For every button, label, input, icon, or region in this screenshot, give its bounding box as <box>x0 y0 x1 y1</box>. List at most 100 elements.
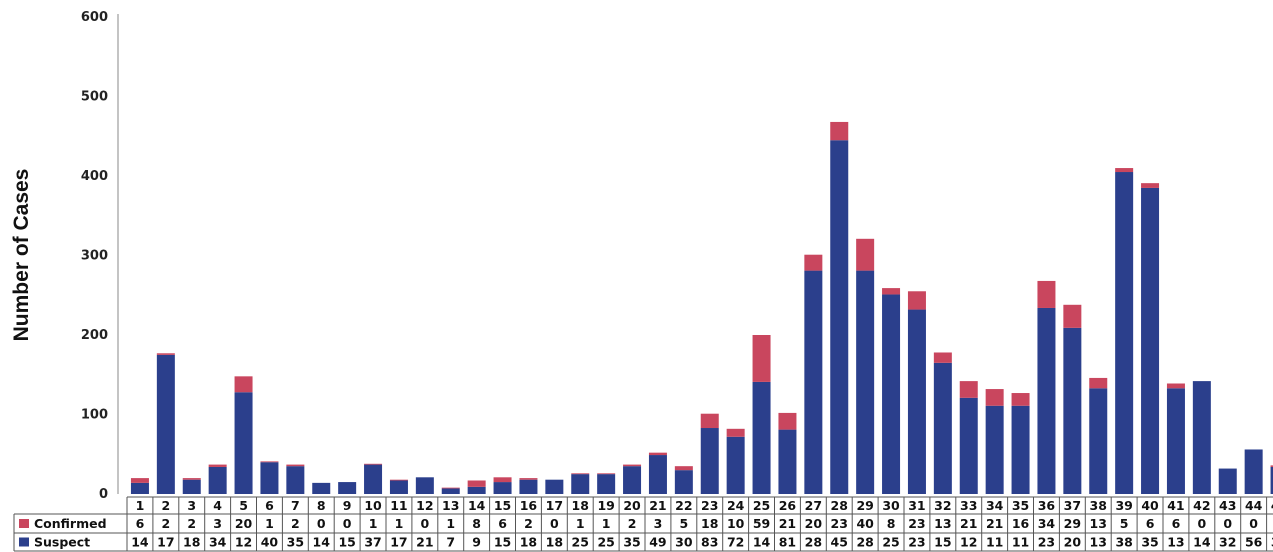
bar-suspect <box>1063 327 1082 494</box>
table-suspect-cell: 34 <box>1271 535 1273 550</box>
table-confirmed-cell: 3 <box>213 516 222 531</box>
table-confirmed-cell: 21 <box>986 516 1003 531</box>
bar-suspect <box>130 482 149 494</box>
table-confirmed-cell: 21 <box>960 516 977 531</box>
bar-suspect <box>441 488 460 494</box>
bar-suspect <box>959 397 978 494</box>
table-header-cell: 17 <box>546 498 563 513</box>
table-confirmed-cell: 1 <box>369 516 378 531</box>
bar-confirmed <box>389 479 408 481</box>
table-suspect-cell: 83 <box>701 535 718 550</box>
bar-confirmed <box>907 291 926 310</box>
table-suspect-cell: 28 <box>856 535 873 550</box>
table-suspect-cell: 14 <box>131 535 149 550</box>
table-suspect-cell: 7 <box>446 535 455 550</box>
table-header-cell: 34 <box>986 498 1004 513</box>
table-header-cell: 44 <box>1245 498 1263 513</box>
table-header-cell: 32 <box>934 498 951 513</box>
bar-suspect <box>700 428 719 494</box>
bar-confirmed <box>1063 304 1082 328</box>
table-suspect-cell: 25 <box>882 535 899 550</box>
table-header-cell: 5 <box>239 498 248 513</box>
bar-suspect <box>234 392 253 494</box>
table-header-cell: 35 <box>1012 498 1029 513</box>
table-confirmed-cell: 6 <box>498 516 507 531</box>
table-suspect-cell: 23 <box>1038 535 1055 550</box>
table-suspect-cell: 11 <box>1012 535 1029 550</box>
table-header-cell: 19 <box>597 498 614 513</box>
table-header-cell: 37 <box>1064 498 1081 513</box>
table-confirmed-cell: 2 <box>161 516 170 531</box>
bar-suspect <box>1037 307 1056 494</box>
legend-swatch <box>19 519 29 528</box>
bar-confirmed <box>182 478 201 480</box>
bar-confirmed <box>1089 377 1108 389</box>
table-confirmed-cell: 0 <box>1223 516 1232 531</box>
table-suspect-cell: 17 <box>390 535 407 550</box>
table-header-cell: 16 <box>520 498 538 513</box>
y-tick-label: 400 <box>81 169 108 184</box>
bar-confirmed <box>752 335 771 382</box>
table-suspect-cell: 38 <box>1115 535 1132 550</box>
bar-confirmed <box>1166 383 1185 389</box>
table-header-cell: 3 <box>187 498 196 513</box>
bar-suspect <box>1218 468 1237 494</box>
bar-confirmed <box>830 121 849 141</box>
bar-suspect <box>933 362 952 494</box>
table-suspect-cell: 49 <box>649 535 666 550</box>
bar-confirmed <box>726 428 745 437</box>
bar-suspect <box>856 270 875 494</box>
table-header-cell: 26 <box>779 498 797 513</box>
table-suspect-cell: 45 <box>831 535 848 550</box>
table-confirmed-cell: 1 <box>265 516 274 531</box>
table-confirmed-cell: 29 <box>1064 516 1081 531</box>
bar-suspect <box>648 455 667 494</box>
table-suspect-cell: 13 <box>1090 535 1107 550</box>
table-header-cell: 4 <box>213 498 222 513</box>
bar-confirmed <box>260 461 279 463</box>
table-suspect-cell: 20 <box>1064 535 1082 550</box>
bar-confirmed <box>674 466 693 471</box>
table-confirmed-cell: 1 <box>446 516 455 531</box>
table-suspect-cell: 30 <box>675 535 693 550</box>
bar-suspect <box>1244 449 1263 494</box>
table-suspect-cell: 40 <box>261 535 279 550</box>
y-tick-label: 0 <box>99 487 108 502</box>
table-header-cell: 7 <box>291 498 300 513</box>
bar-suspect <box>260 462 279 494</box>
bar-confirmed <box>778 412 797 430</box>
legend-label: Confirmed <box>34 516 107 531</box>
bar-suspect <box>1141 187 1160 495</box>
bar-suspect <box>804 270 823 494</box>
bar-confirmed <box>234 376 253 393</box>
table-suspect-cell: 15 <box>934 535 951 550</box>
bar-suspect <box>389 480 408 494</box>
table-confirmed-cell: 5 <box>679 516 688 531</box>
table-suspect-cell: 15 <box>338 535 355 550</box>
table-confirmed-cell: 0 <box>317 516 326 531</box>
table-confirmed-cell: 1 <box>576 516 585 531</box>
bar-suspect <box>882 294 901 494</box>
table-header-cell: 39 <box>1115 498 1132 513</box>
bar-confirmed <box>1141 183 1160 188</box>
bar-suspect <box>1011 405 1030 494</box>
table-header-cell: 20 <box>623 498 641 513</box>
table-suspect-cell: 17 <box>157 535 174 550</box>
table-suspect-cell: 14 <box>313 535 331 550</box>
bar-confirmed <box>700 413 719 429</box>
table-header-cell: 24 <box>727 498 745 513</box>
table-header-cell: 15 <box>494 498 511 513</box>
bar-suspect <box>1089 388 1108 494</box>
table-suspect-cell: 23 <box>908 535 925 550</box>
table-header-cell: 30 <box>882 498 900 513</box>
table-confirmed-cell: 21 <box>779 516 796 531</box>
table-header-cell: 36 <box>1038 498 1056 513</box>
bar-confirmed <box>623 464 642 467</box>
bars <box>130 121 1273 495</box>
table-header-cell: 18 <box>572 498 589 513</box>
y-tick-label: 300 <box>81 249 108 264</box>
table-suspect-cell: 35 <box>1141 535 1158 550</box>
bar-suspect <box>493 482 512 494</box>
bar-confirmed <box>364 463 383 465</box>
